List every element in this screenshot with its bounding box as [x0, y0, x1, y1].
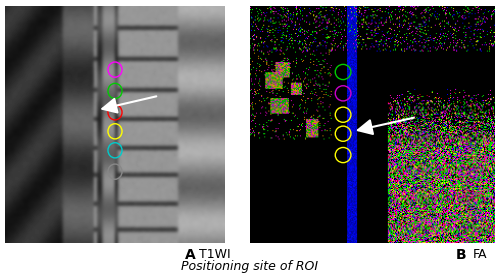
Text: A: A — [186, 248, 196, 262]
Text: T1WI: T1WI — [198, 248, 230, 261]
Text: Positioning site of ROI: Positioning site of ROI — [182, 260, 318, 273]
Text: FA: FA — [473, 248, 488, 261]
Text: B: B — [456, 248, 466, 262]
